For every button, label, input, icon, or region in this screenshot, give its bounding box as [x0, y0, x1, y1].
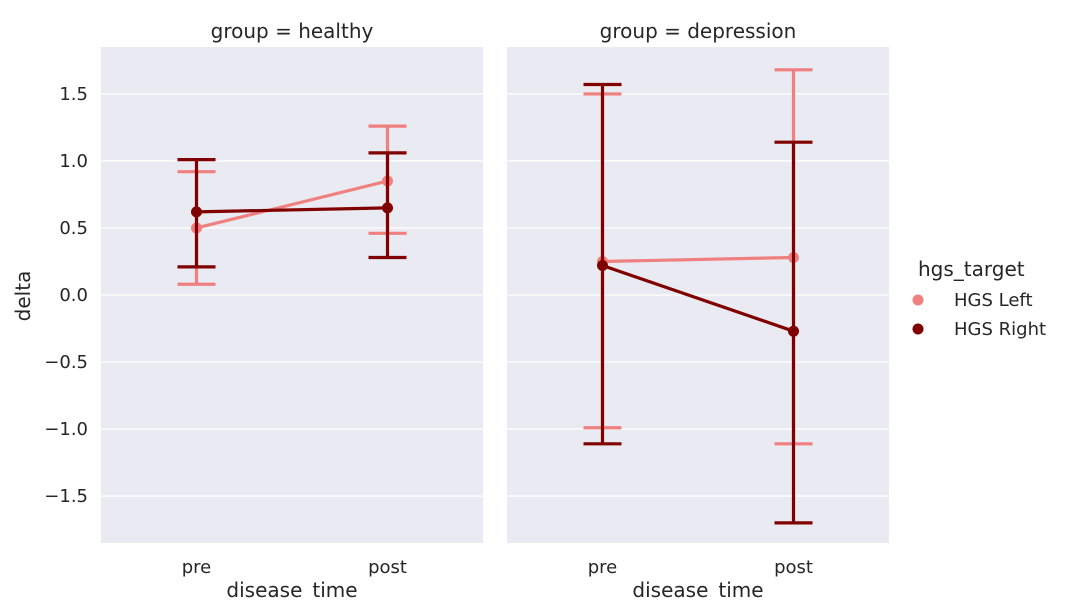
series-line	[196, 206, 388, 214]
x-axis-label: disease_time	[226, 578, 357, 600]
series-hgs-right	[583, 82, 813, 525]
x-tick-label: pre	[588, 557, 618, 578]
facet-panel-0: group = healthy pre post disease_time	[101, 19, 483, 600]
y-tick-label: −1.0	[44, 419, 88, 440]
y-tick-label: 0.5	[59, 218, 88, 239]
legend-label: HGS Right	[954, 319, 1046, 340]
legend: hgs_target HGS Left HGS Right	[912, 257, 1046, 340]
data-point	[597, 260, 608, 272]
legend-label: HGS Left	[954, 290, 1033, 311]
y-axis-label: delta	[11, 271, 35, 322]
legend-entry-hgs-left: HGS Left	[912, 290, 1033, 311]
y-tick-label: −0.5	[44, 352, 88, 373]
x-tick-label: pre	[182, 557, 212, 578]
series-line	[196, 179, 388, 230]
data-point	[788, 325, 799, 337]
facet-title: group = depression	[600, 19, 797, 43]
series-line	[601, 263, 795, 333]
legend-marker	[912, 323, 924, 335]
legend-marker	[912, 294, 924, 306]
series-hgs-right	[177, 151, 407, 269]
data-point	[382, 202, 393, 214]
x-tick-label: post	[368, 557, 407, 578]
facet-panel-1: group = depression pre post disease_time	[507, 19, 889, 600]
y-axis: −1.5 −1.0 −0.5 0.0 0.5 1.0 1.5	[44, 84, 88, 507]
legend-entry-hgs-right: HGS Right	[912, 319, 1046, 340]
x-axis-label: disease_time	[632, 578, 763, 600]
y-tick-label: 0.0	[59, 285, 88, 306]
y-tick-label: −1.5	[44, 486, 88, 507]
y-tick-label: 1.0	[59, 151, 88, 172]
facet-title: group = healthy	[211, 19, 374, 43]
data-point	[191, 206, 202, 218]
y-tick-label: 1.5	[59, 84, 88, 105]
series-line	[602, 255, 794, 264]
x-tick-label: post	[774, 557, 813, 578]
legend-title: hgs_target	[918, 257, 1025, 281]
